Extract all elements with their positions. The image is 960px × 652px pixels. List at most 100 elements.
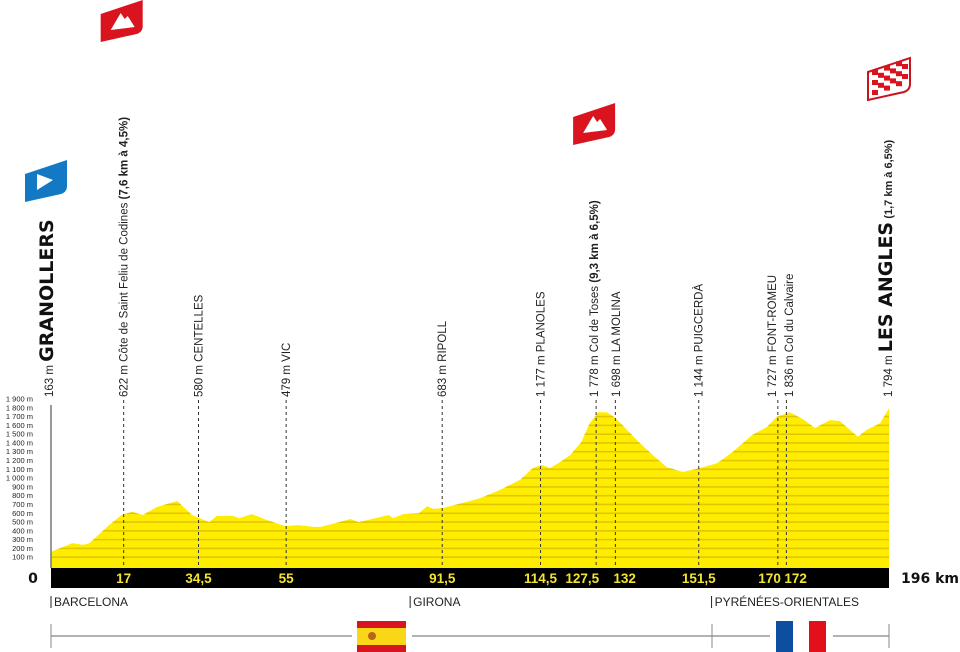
waypoint-name: GRANOLLERS xyxy=(36,219,58,362)
checker-square xyxy=(872,80,878,85)
y-tick-label: 600 m xyxy=(12,509,33,518)
flag-stripe xyxy=(357,628,406,645)
checker-square xyxy=(878,82,884,88)
km-marker-label: 55 xyxy=(279,571,295,586)
y-tick-label: 1 400 m xyxy=(6,438,33,447)
y-tick-label: 1 500 m xyxy=(6,430,33,439)
waypoint-name: CENTELLES xyxy=(194,294,206,361)
y-tick-label: 1 000 m xyxy=(6,474,33,483)
region-label: BARCELONA xyxy=(54,595,128,609)
waypoint-name: PUIGCERDÀ xyxy=(693,284,706,353)
start-km-label: 0 xyxy=(28,571,38,587)
fr-flag-icon xyxy=(776,621,826,652)
checker-square xyxy=(884,65,890,71)
waypoint-label: 1 177 m PLANOLES xyxy=(536,291,548,397)
checker-square xyxy=(878,72,884,78)
climb-details: (1,7 km à 6,5%) xyxy=(883,139,895,218)
km-band xyxy=(51,568,889,588)
waypoint-label: 683 m RIPOLL xyxy=(437,320,449,397)
waypoint-name: Col de Toses xyxy=(589,286,601,353)
km-marker-label: 114,5 xyxy=(524,571,558,586)
y-tick-label: 900 m xyxy=(12,482,33,491)
waypoint-name: VIC xyxy=(281,343,293,362)
y-tick-label: 1 700 m xyxy=(6,412,33,421)
km-marker-label: 170 xyxy=(758,571,781,586)
checker-square xyxy=(872,70,878,75)
waypoint-label: 622 m Côte de Saint Feliu de Codines (7,… xyxy=(119,117,131,397)
km-marker-label: 34,5 xyxy=(185,571,212,586)
waypoint-label: 479 m VIC xyxy=(281,343,293,397)
y-tick-label: 1 200 m xyxy=(6,456,33,465)
es-flag-icon xyxy=(357,621,406,652)
waypoint-name: Côte de Saint Feliu de Codines xyxy=(119,202,131,361)
mountain-glyph xyxy=(583,116,608,133)
waypoint-name: LA MOLINA xyxy=(611,291,623,352)
mountain-climb-icon xyxy=(100,0,143,42)
waypoint-name: FONT-ROMEU xyxy=(767,275,779,352)
waypoint-label: 1 727 m FONT-ROMEU xyxy=(767,275,779,397)
flag-stripe xyxy=(776,621,793,652)
y-tick-label: 300 m xyxy=(12,535,33,544)
y-tick-label: 1 900 m xyxy=(6,395,33,404)
km-marker-label: 132 xyxy=(613,571,636,586)
km-marker-label: 17 xyxy=(116,571,131,586)
km-marker-label: 127,5 xyxy=(565,571,599,586)
region-label: PYRÉNÉES-ORIENTALES xyxy=(715,594,859,609)
checkered-finish-icon xyxy=(867,56,911,102)
waypoint-name: PLANOLES xyxy=(536,291,548,352)
y-tick-label: 400 m xyxy=(12,526,33,535)
km-marker-label: 151,5 xyxy=(682,571,716,586)
y-tick-label: 800 m xyxy=(12,491,33,500)
checker-square xyxy=(902,64,908,69)
waypoint-name: LES ANGLES xyxy=(875,222,897,352)
waypoint-name: Col du Calvaire xyxy=(784,274,796,353)
checker-square xyxy=(884,75,890,81)
mountain-climb-icon xyxy=(573,103,616,145)
elevation-profile-area xyxy=(51,408,889,568)
region-label: GIRONA xyxy=(413,595,460,609)
coat-of-arms xyxy=(368,632,376,640)
checker-square xyxy=(890,68,896,74)
start-flag-icon xyxy=(25,160,67,202)
checker-square xyxy=(896,71,902,77)
checker-square xyxy=(896,61,902,67)
flag-stripe xyxy=(809,621,826,652)
waypoint-label: 1 144 m PUIGCERDÀ xyxy=(693,284,706,397)
y-tick-label: 100 m xyxy=(12,553,33,562)
waypoint-altitude: 479 m xyxy=(281,365,293,397)
y-tick-label: 1 300 m xyxy=(6,447,33,456)
waypoint-altitude: 1 177 m xyxy=(536,355,548,397)
waypoint-altitude: 163 m xyxy=(44,365,56,397)
km-marker-label: 91,5 xyxy=(429,571,456,586)
waypoint-label: 580 m CENTELLES xyxy=(194,294,206,397)
waypoint-altitude: 1 836 m xyxy=(784,355,796,397)
y-tick-label: 1 600 m xyxy=(6,421,33,430)
waypoint-altitude: 1 794 m xyxy=(883,355,895,397)
waypoint-altitude: 683 m xyxy=(437,365,449,397)
waypoint-label: 1 836 m Col du Calvaire xyxy=(784,274,796,397)
y-tick-label: 700 m xyxy=(12,500,33,509)
checker-square xyxy=(896,81,902,87)
waypoint-altitude: 1 144 m xyxy=(694,355,706,397)
y-tick-label: 1 100 m xyxy=(6,465,33,474)
waypoint-altitude: 622 m xyxy=(119,365,131,397)
y-tick-label: 200 m xyxy=(12,544,33,553)
checker-square xyxy=(884,85,890,91)
end-km-label: 196 km xyxy=(901,571,959,587)
waypoint-label: 1 794 m LES ANGLES (1,7 km à 6,5%) xyxy=(875,139,897,397)
flag-stripe xyxy=(793,621,809,652)
waypoint-label: 1 778 m Col de Toses (9,3 km à 6,5%) xyxy=(589,200,601,397)
waypoint-label: 1 698 m LA MOLINA xyxy=(611,291,623,397)
km-marker-label: 172 xyxy=(784,571,807,586)
climb-details: (9,3 km à 6,5%) xyxy=(589,200,601,283)
waypoint-name: RIPOLL xyxy=(437,320,449,362)
waypoint-altitude: 580 m xyxy=(194,365,206,397)
waypoint-label: 163 m GRANOLLERS xyxy=(36,219,58,397)
y-tick-label: 500 m xyxy=(12,518,33,527)
waypoint-altitude: 1 698 m xyxy=(611,355,623,397)
checker-square xyxy=(902,74,908,79)
y-tick-label: 1 800 m xyxy=(6,403,33,412)
play-triangle xyxy=(37,174,53,190)
waypoint-altitude: 1 727 m xyxy=(767,355,779,397)
